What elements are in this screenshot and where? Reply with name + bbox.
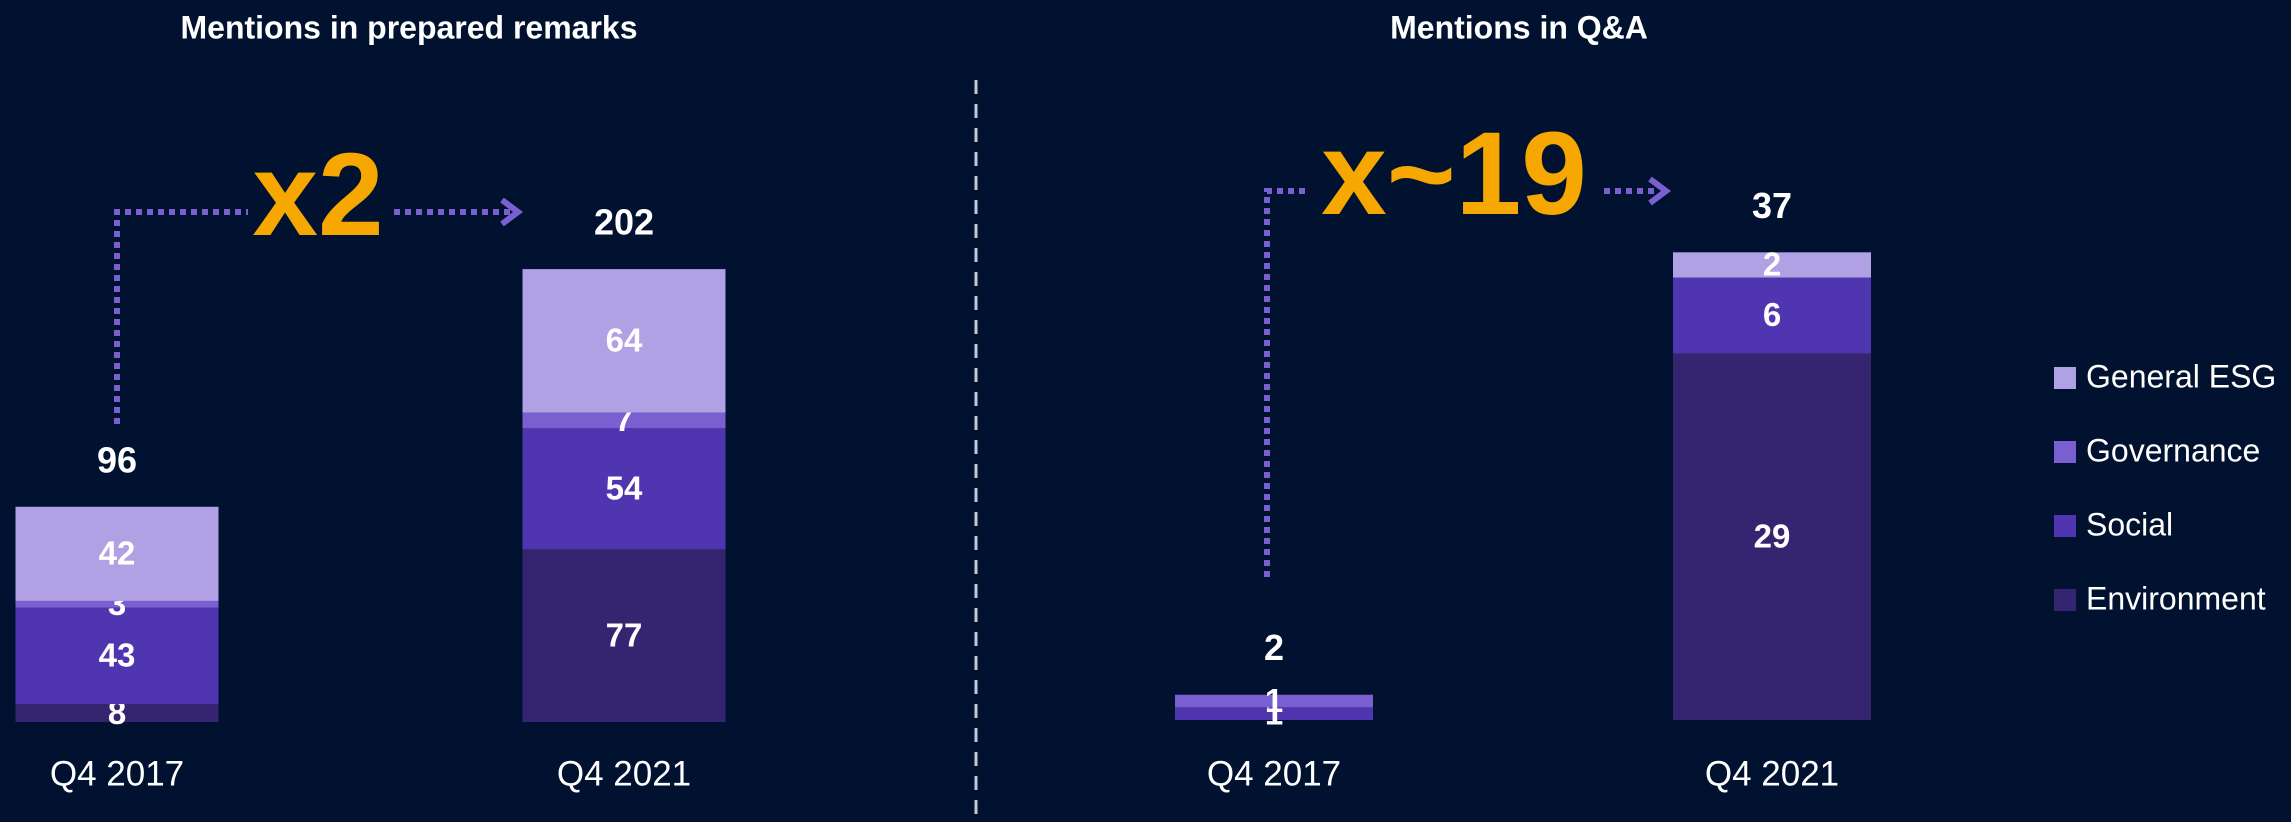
bar-segment: Governance xyxy=(15,600,219,608)
x-tick-label: Q4 2021 xyxy=(1705,754,1839,793)
total-label: 202 xyxy=(594,202,654,243)
bar-segment: Governance xyxy=(522,412,726,429)
segment-label: 64 xyxy=(606,322,643,359)
bar-segment: Social xyxy=(1175,707,1373,720)
legend-label: Social xyxy=(2086,506,2173,542)
bar-segment: General ESG xyxy=(1673,252,1871,278)
bar-segment: Social xyxy=(15,607,219,705)
legend-label: Environment xyxy=(2086,580,2266,616)
bar-segment: Environment xyxy=(1673,353,1871,720)
legend-label: Governance xyxy=(2086,432,2260,468)
bar-segment: General ESG xyxy=(15,506,219,601)
legend-swatch xyxy=(2054,589,2076,611)
segment-label: 2 xyxy=(1763,246,1781,283)
arrows xyxy=(114,188,1658,577)
x-tick-label: Q4 2021 xyxy=(557,754,691,793)
annotation: x~19 xyxy=(1321,108,1587,240)
chart-title: Mentions in Q&A xyxy=(1390,9,1648,45)
x-tick-label: Q4 2017 xyxy=(1207,754,1341,793)
legend-swatch xyxy=(2054,441,2076,463)
bar-segment: Social xyxy=(1673,277,1871,354)
total-label: 37 xyxy=(1752,185,1792,226)
arrow-head xyxy=(1648,176,1671,206)
segment-label: 29 xyxy=(1754,517,1791,554)
segment-label: 43 xyxy=(99,637,136,674)
arrow-heads xyxy=(500,176,1671,227)
segment-label: 1 xyxy=(1265,682,1283,719)
total-label: 96 xyxy=(97,439,137,480)
bar-segment: Governance xyxy=(1175,694,1373,708)
segment-label: 77 xyxy=(606,616,643,653)
total-label: 2 xyxy=(1264,627,1284,668)
bar-segment: Social xyxy=(522,428,726,550)
bar-segment: Environment xyxy=(522,549,726,722)
x-tick-label: Q4 2017 xyxy=(50,754,184,793)
arrow-line xyxy=(114,209,248,424)
segment-label: 54 xyxy=(606,470,643,507)
arrow-line xyxy=(1264,188,1308,577)
segment-label: 6 xyxy=(1763,296,1781,333)
bar-segment: General ESG xyxy=(522,269,726,413)
arrow-head xyxy=(500,197,523,227)
legend-swatch xyxy=(2054,515,2076,537)
chart-title: Mentions in prepared remarks xyxy=(180,9,637,45)
annotation: x2 xyxy=(252,129,383,261)
segment-label: 42 xyxy=(99,535,136,572)
bar-segment: Environment xyxy=(15,704,219,722)
legend-swatch xyxy=(2054,367,2076,389)
legend-label: General ESG xyxy=(2086,358,2276,394)
